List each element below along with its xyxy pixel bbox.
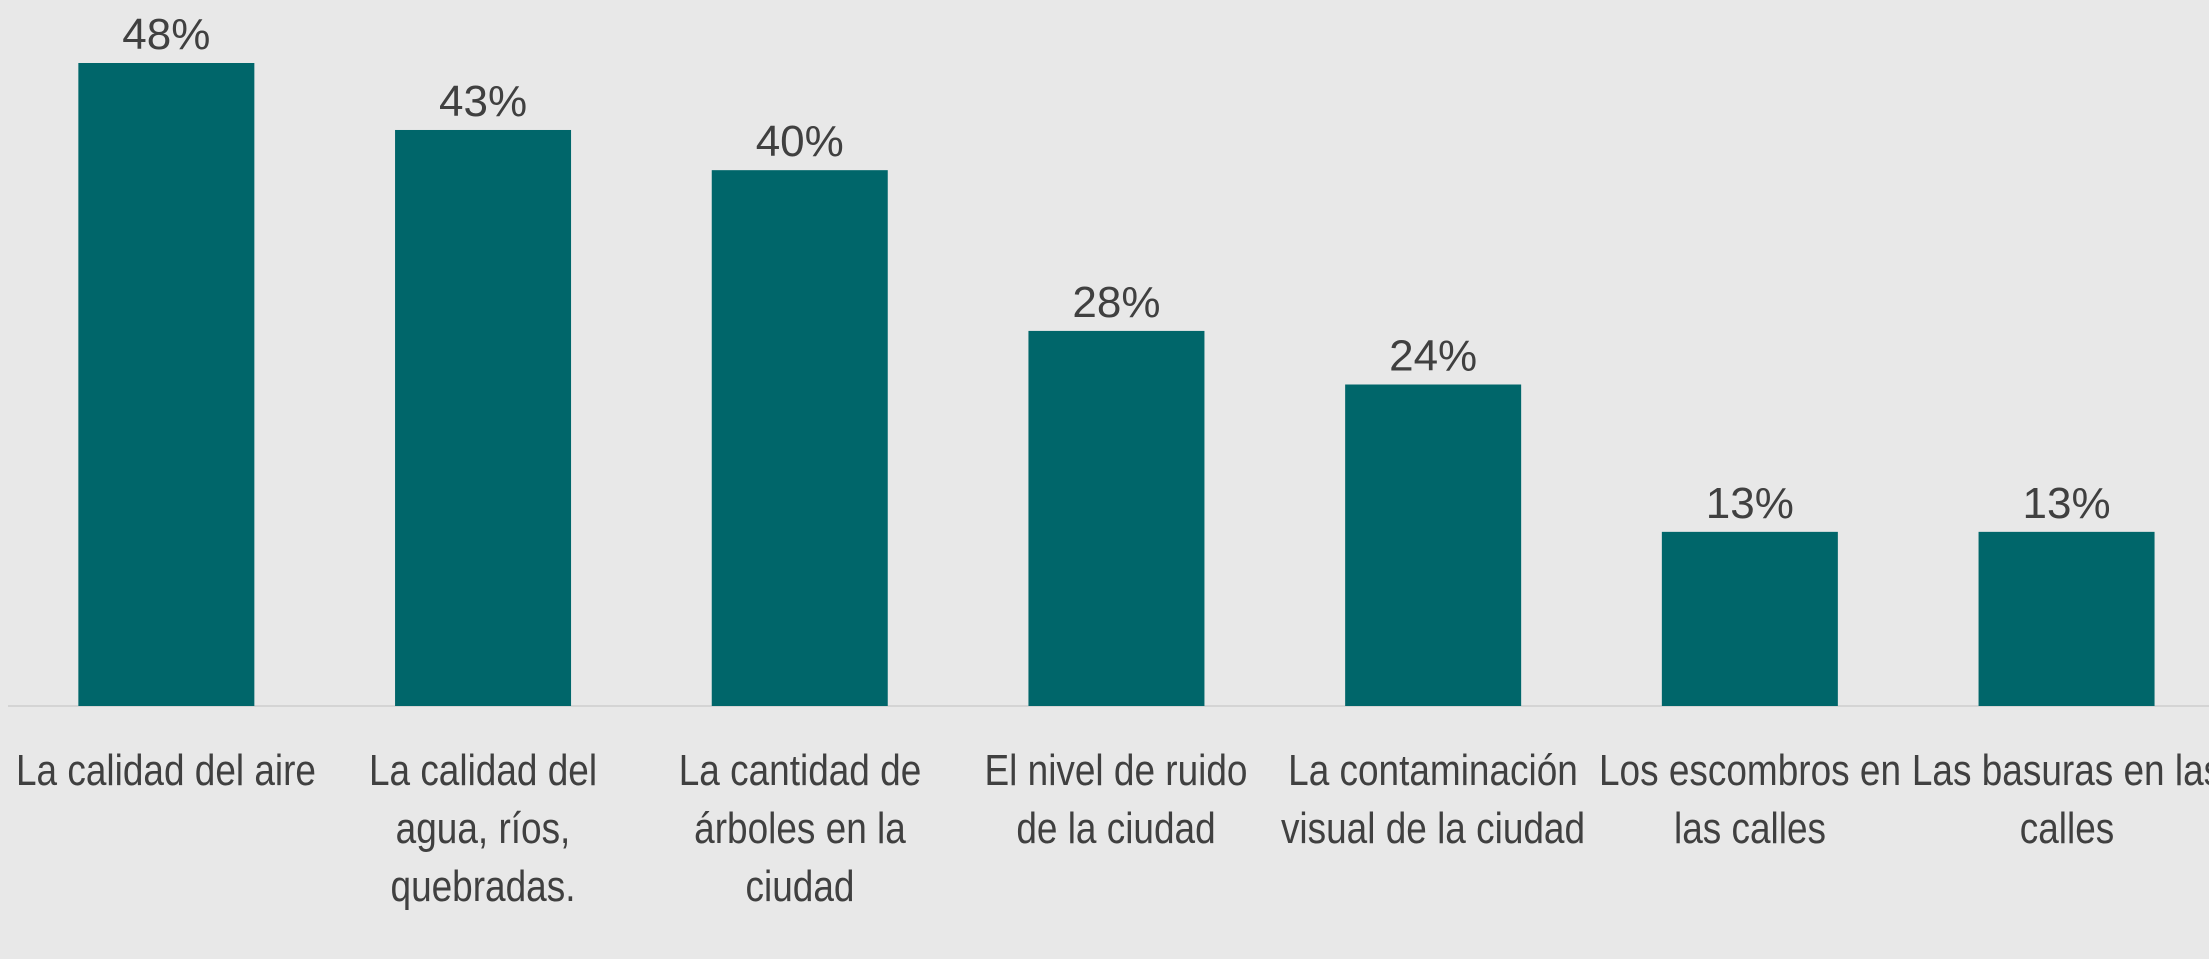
value-label: 28% [1072, 278, 1160, 327]
bar [711, 170, 888, 706]
value-label: 43% [439, 77, 527, 126]
bar [1978, 531, 2155, 706]
category-label: Los escombros en las calles [1598, 746, 1901, 853]
category-label: La calidad del aire [16, 746, 317, 795]
value-label: 48% [122, 10, 210, 59]
bar [1661, 531, 1838, 706]
category-label: El nivel de ruido de la ciudad [984, 746, 1248, 853]
value-label: 13% [1706, 479, 1794, 528]
value-label: 13% [2023, 479, 2111, 528]
category-label: La contaminación visual de la ciudad [1281, 746, 1586, 853]
category-label: La cantidad de árboles en la ciudad [678, 746, 921, 911]
value-label: 40% [756, 117, 844, 166]
category-label: La calidad del agua, ríos, quebradas. [368, 746, 598, 911]
bar [78, 63, 255, 706]
bar [1345, 384, 1522, 706]
category-label: Las basuras en las calles [1911, 746, 2209, 853]
bar [1028, 330, 1205, 706]
value-label: 24% [1389, 332, 1477, 381]
bar [395, 129, 572, 706]
